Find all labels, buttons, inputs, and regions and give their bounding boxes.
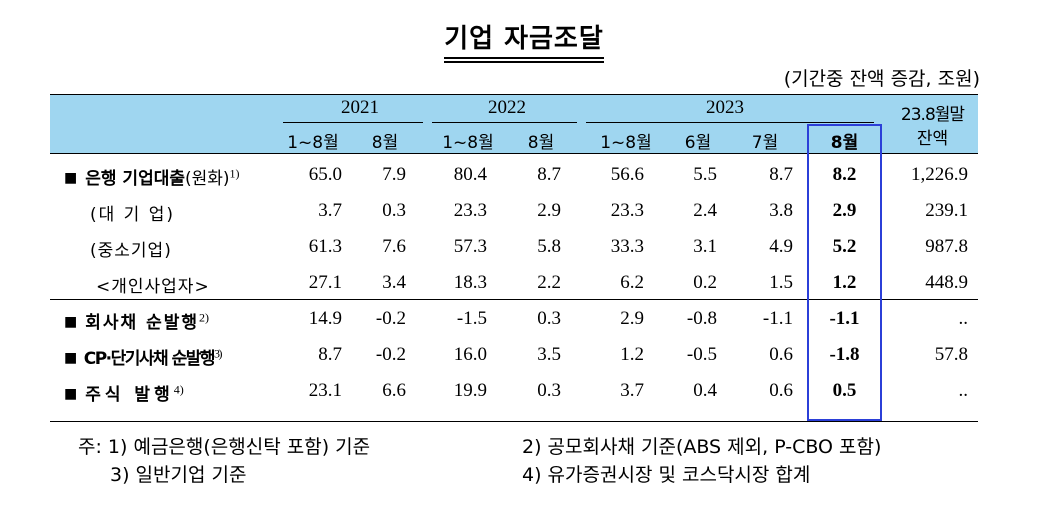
table-cell: 14.9 <box>308 308 342 329</box>
table-cell: 1,226.9 <box>911 164 968 185</box>
header-2023-jul: 7월 <box>751 133 779 153</box>
table-cell: 27.1 <box>308 272 342 293</box>
header-2023-jun: 6월 <box>684 133 712 153</box>
table-cell: 1.2 <box>620 344 644 365</box>
table-cell: 0.6 <box>769 344 793 365</box>
row-label-sole-proprietors: <개인사업자> <box>96 277 210 297</box>
header-2023-jan-aug: 1~8월 <box>600 133 652 153</box>
table-cell: .. <box>958 308 969 329</box>
table-cell: 1.5 <box>769 272 793 293</box>
table-cell: 6.2 <box>620 272 644 293</box>
table-cell: 23.3 <box>610 200 644 221</box>
year-2022: 2022 <box>488 97 526 118</box>
table-cell: 0.3 <box>537 380 561 401</box>
table-cell: 448.9 <box>925 272 968 293</box>
table-cell: 5.5 <box>693 164 717 185</box>
year-2022-underline <box>432 122 577 123</box>
table-cell: 0.3 <box>537 308 561 329</box>
footnote-3: 3) 일반기업 기준 <box>110 464 247 486</box>
header-2021-jan-aug: 1~8월 <box>287 133 339 153</box>
year-2021: 2021 <box>341 97 379 118</box>
table-cell: 0.4 <box>693 380 717 401</box>
table-cell: 2.4 <box>693 200 717 221</box>
table-cell: 8.7 <box>769 164 793 185</box>
table-cell: 8.2 <box>832 164 857 185</box>
table-cell: 57.3 <box>453 236 487 257</box>
table-cell: 3.5 <box>537 344 561 365</box>
header-2022-jan-aug: 1~8월 <box>442 133 494 153</box>
highlight-frame-2023-aug <box>807 124 882 421</box>
row-label-bank-corporate-loans: ■ 은행 기업대출(원화)1) <box>64 166 240 189</box>
table-cell: 4.9 <box>769 236 793 257</box>
row-label-cp-short-term-bonds: ■ CP·단기사채 순발행3) <box>64 346 223 369</box>
row-separator <box>50 299 978 300</box>
table-cell: 3.1 <box>693 236 717 257</box>
table-cell: 23.1 <box>308 380 342 401</box>
header-balance-line2: 잔액 <box>916 129 949 149</box>
table-cell: -0.8 <box>686 308 717 329</box>
footnote-4: 4) 유가증권시장 및 코스닥시장 합계 <box>522 464 811 486</box>
table-cell: 2.9 <box>537 200 561 221</box>
table-cell: 2.9 <box>832 200 857 221</box>
table-cell: -0.5 <box>686 344 717 365</box>
table-cell: 1.2 <box>832 272 857 293</box>
table-cell: 8.7 <box>537 164 561 185</box>
table-cell: 23.3 <box>453 200 487 221</box>
footnote-2: 2) 공모회사채 기준(ABS 제외, P-CBO 포함) <box>522 436 882 458</box>
table-cell: 61.3 <box>308 236 342 257</box>
table-cell: 3.7 <box>620 380 644 401</box>
table-cell: 3.7 <box>318 200 342 221</box>
table-cell: 0.2 <box>693 272 717 293</box>
table-cell: 0.5 <box>832 380 857 401</box>
table-cell: 6.6 <box>382 380 406 401</box>
table-cell: 0.3 <box>382 200 406 221</box>
table-cell: 16.0 <box>453 344 487 365</box>
unit-label: (기간중 잔액 증감, 조원) <box>783 68 980 90</box>
row-label-corporate-bonds: ■ 회사채 순발행2) <box>64 310 209 333</box>
year-2021-underline <box>283 122 423 123</box>
table-cell: -1.5 <box>456 308 487 329</box>
table-cell: 0.6 <box>769 380 793 401</box>
table-cell: -0.2 <box>375 308 406 329</box>
table-cell: 239.1 <box>925 200 968 221</box>
table-cell: 19.9 <box>453 380 487 401</box>
header-balance-line1: 23.8월말 <box>900 105 965 125</box>
table-cell: 3.8 <box>769 200 793 221</box>
year-2023: 2023 <box>706 97 744 118</box>
table-cell: -1.1 <box>829 308 860 329</box>
table-bottom-border <box>50 421 978 422</box>
table-cell: -0.2 <box>375 344 406 365</box>
table-cell: -1.8 <box>829 344 860 365</box>
header-2021-aug: 8월 <box>371 133 399 153</box>
row-label-stock-issuance: ■ 주식 발행4) <box>64 382 184 405</box>
row-label-large-firms: (대 기 업) <box>90 205 175 225</box>
table-cell: 2.9 <box>620 308 644 329</box>
table-cell: -1.1 <box>762 308 793 329</box>
table-cell: 5.2 <box>832 236 857 257</box>
header-2022-aug: 8월 <box>527 133 555 153</box>
table-cell: 65.0 <box>308 164 342 185</box>
table-cell: 2.2 <box>537 272 561 293</box>
table-cell: 7.6 <box>382 236 406 257</box>
table-cell: .. <box>958 380 969 401</box>
table-cell: 3.4 <box>382 272 406 293</box>
footnote-1: 주: 1) 예금은행(은행신탁 포함) 기준 <box>78 436 371 458</box>
table-cell: 57.8 <box>934 344 968 365</box>
table-cell: 33.3 <box>610 236 644 257</box>
table-cell: 8.7 <box>318 344 342 365</box>
table-cell: 80.4 <box>453 164 487 185</box>
table-cell: 7.9 <box>382 164 406 185</box>
year-2023-underline <box>586 122 874 123</box>
row-label-sme: (중소기업) <box>90 241 172 261</box>
table-cell: 5.8 <box>537 236 561 257</box>
table-cell: 987.8 <box>925 236 968 257</box>
page-title: 기업 자금조달 <box>0 18 1048 63</box>
table-cell: 18.3 <box>453 272 487 293</box>
header-2023-aug: 8월 <box>830 133 859 153</box>
table-cell: 56.6 <box>610 164 644 185</box>
